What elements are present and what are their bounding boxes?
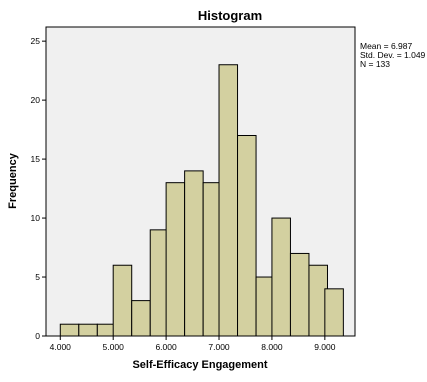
histogram-bar bbox=[112, 264, 133, 337]
x-tick-label: 7.000 bbox=[208, 342, 230, 352]
y-tick-label: 5 bbox=[35, 272, 40, 282]
histogram-bar bbox=[289, 252, 310, 337]
x-axis-ticks: 4.000 5.000 6.000 7.000 8.000 9.000 bbox=[50, 336, 336, 352]
histogram-bar bbox=[78, 323, 98, 337]
y-tick-label: 15 bbox=[31, 154, 41, 164]
x-axis-label: Self-Efficacy Engagement bbox=[132, 359, 267, 371]
chart-title: Histogram bbox=[198, 8, 262, 23]
histogram-bar bbox=[59, 323, 80, 337]
histogram-bar bbox=[165, 182, 186, 337]
y-axis-label: Frequency bbox=[7, 152, 19, 209]
y-axis-ticks: 0 5 10 15 20 25 bbox=[31, 36, 46, 341]
x-tick-label: 6.000 bbox=[155, 342, 177, 352]
histogram-bar bbox=[271, 217, 291, 337]
stats-std-dev: Std. Dev. = 1.049 bbox=[360, 50, 426, 60]
y-tick-label: 20 bbox=[31, 95, 41, 105]
y-tick-label: 0 bbox=[35, 331, 40, 341]
stats-box: Mean = 6.987 Std. Dev. = 1.049 N = 133 bbox=[360, 41, 426, 69]
stats-mean: Mean = 6.987 bbox=[360, 41, 412, 51]
x-tick-label: 4.000 bbox=[50, 342, 72, 352]
y-tick-label: 10 bbox=[31, 213, 41, 223]
histogram-bar bbox=[237, 135, 257, 337]
histogram-bar bbox=[131, 300, 151, 337]
stats-n: N = 133 bbox=[360, 59, 390, 69]
x-tick-label: 9.000 bbox=[314, 342, 336, 352]
histogram-bar bbox=[324, 288, 344, 337]
y-tick-label: 25 bbox=[31, 36, 41, 46]
histogram-bar bbox=[218, 64, 239, 337]
bars-layer bbox=[59, 64, 344, 337]
x-tick-label: 8.000 bbox=[261, 342, 283, 352]
x-tick-label: 5.000 bbox=[103, 342, 125, 352]
histogram-bar bbox=[184, 170, 204, 337]
